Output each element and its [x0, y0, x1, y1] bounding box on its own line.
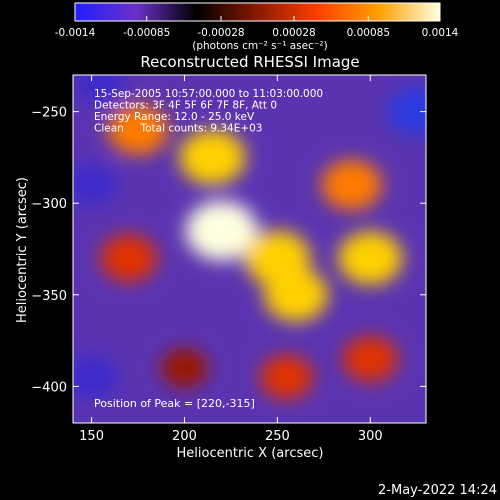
peak-position-label: Position of Peak = [220,-315] — [94, 397, 255, 410]
y-tick-label: −400 — [31, 380, 67, 395]
colorbar — [74, 2, 441, 22]
emission-source — [160, 348, 208, 388]
colorbar-units: (photons cm⁻² s⁻¹ asec⁻²) — [192, 40, 327, 52]
chart-title: Reconstructed RHESSI Image — [140, 53, 359, 71]
info-line: Clean Total counts: 9.34E+03 — [94, 123, 263, 135]
x-axis: 150 200 250 300 — [79, 75, 383, 444]
colorbar-tick-label: -0.00028 — [197, 27, 244, 39]
emission-source — [321, 159, 382, 211]
colorbar-tick-label: -0.0014 — [55, 27, 96, 39]
x-tick-label: 250 — [265, 429, 290, 444]
observation-info: 15-Sep-2005 10:57:00.000 to 11:03:00.000… — [94, 88, 323, 135]
heatmap-sources — [73, 75, 426, 400]
emission-source — [260, 355, 314, 400]
heatmap-area — [73, 75, 426, 423]
emission-source — [185, 200, 258, 261]
emission-source — [342, 336, 398, 382]
colorbar-tick-label: 0.0014 — [422, 27, 459, 39]
y-tick-label: −350 — [31, 289, 67, 304]
x-tick-label: 200 — [172, 429, 197, 444]
colorbar-ticks: -0.0014 -0.00085 -0.00028 0.00028 0.00085 0.0… — [55, 16, 459, 39]
render-timestamp: 2-May-2022 14:24 — [378, 483, 497, 498]
emission-source — [179, 129, 246, 186]
negative-lobe — [388, 88, 426, 136]
x-tick-label: 300 — [358, 429, 383, 444]
x-tick-label: 150 — [79, 429, 104, 444]
y-axis-label: Heliocentric Y (arcsec) — [15, 177, 30, 323]
negative-lobe — [76, 75, 126, 105]
negative-lobe — [73, 163, 118, 207]
y-tick-label: −300 — [31, 197, 67, 212]
negative-lobe — [73, 355, 118, 400]
info-line: 15-Sep-2005 10:57:00.000 to 11:03:00.000 — [94, 88, 323, 100]
y-axis: −250 −300 −350 −400 — [31, 106, 426, 395]
colorbar-tick-label: 0.00085 — [347, 27, 390, 39]
emission-source — [338, 231, 403, 285]
colorbar-tick-label: 0.00028 — [272, 27, 315, 39]
emission-source — [100, 234, 158, 282]
info-line: Energy Range: 12.0 - 25.0 keV — [94, 111, 255, 123]
plot-frame — [72, 74, 427, 424]
y-tick-label: −250 — [31, 106, 67, 121]
x-axis-label: Heliocentric X (arcsec) — [177, 446, 324, 461]
info-line: Detectors: 3F 4F 5F 6F 7F 8F, Att 0 — [94, 100, 277, 112]
emission-source — [263, 267, 329, 322]
colorbar-tick-label: -0.00085 — [123, 27, 170, 39]
emission-source — [107, 104, 169, 156]
